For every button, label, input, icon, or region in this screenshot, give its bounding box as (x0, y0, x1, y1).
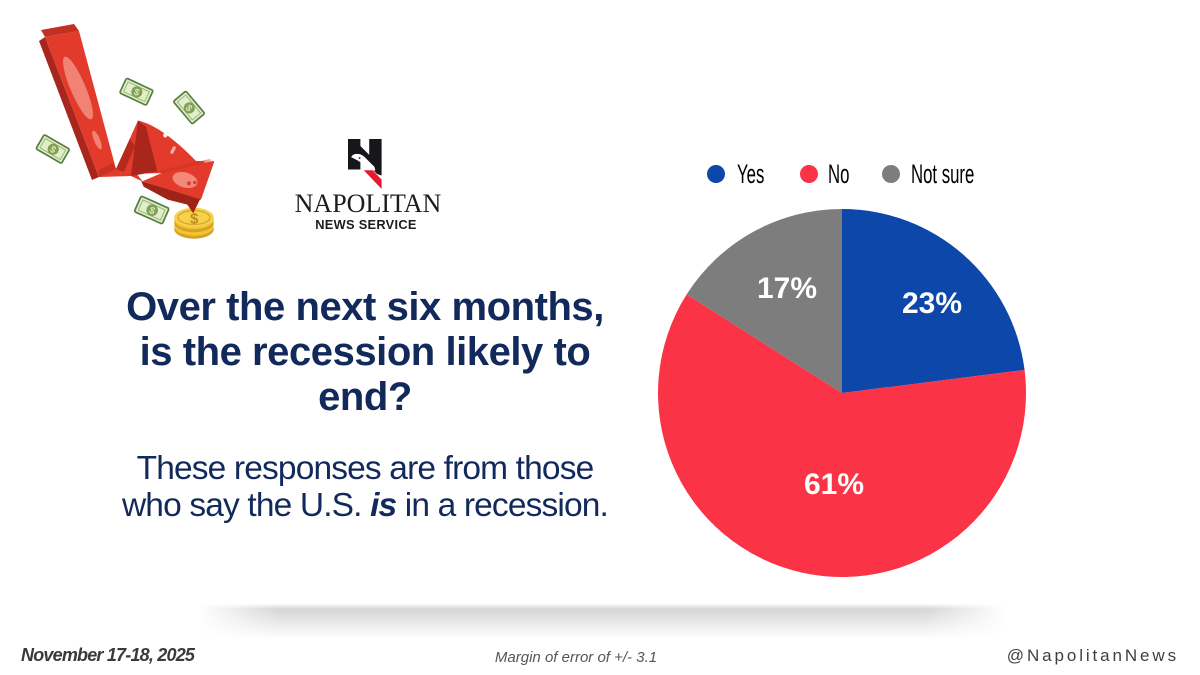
svg-text:$: $ (190, 211, 199, 228)
